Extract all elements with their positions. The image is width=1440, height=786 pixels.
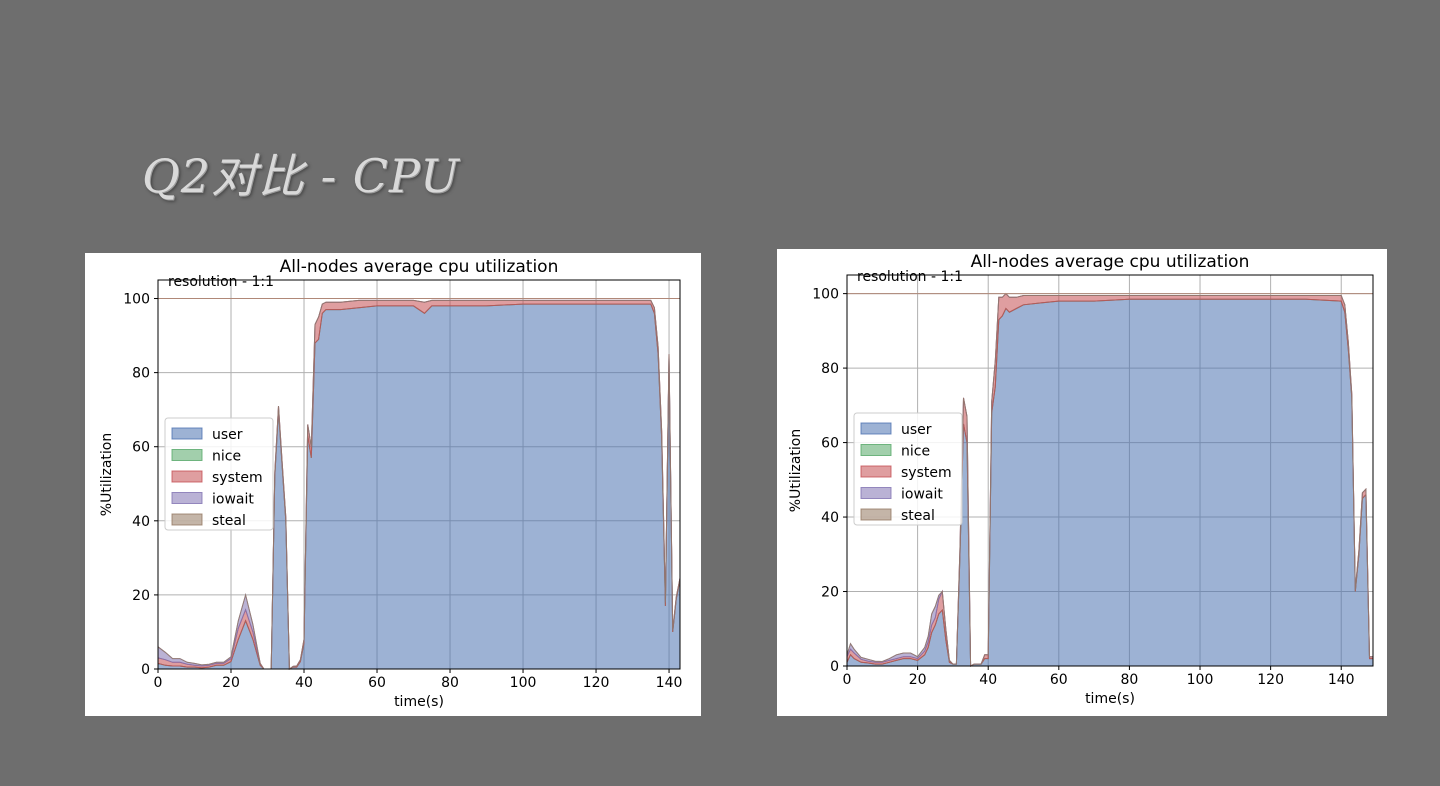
- legend-swatch-user: [860, 422, 892, 435]
- legend-swatch-nice: [171, 449, 203, 461]
- legend-swatch-system: [171, 470, 203, 483]
- plot-frame: [846, 274, 1374, 667]
- x-tick-label: 140: [656, 675, 683, 691]
- y-axis-label: %Utilization: [99, 433, 115, 516]
- chart-title: All-nodes average cpu utilization: [280, 257, 559, 277]
- legend-label-iowait: iowait: [901, 487, 943, 503]
- x-tick-label: 100: [510, 675, 537, 691]
- chart-title: All-nodes average cpu utilization: [971, 252, 1250, 272]
- y-axis-label: %Utilization: [788, 429, 804, 512]
- legend-label-user: user: [901, 422, 932, 438]
- x-tick-label: 120: [1257, 672, 1284, 688]
- y-tick-label: 20: [132, 588, 150, 604]
- y-tick-label: 0: [141, 662, 150, 678]
- x-tick-label: 80: [1121, 672, 1139, 688]
- y-tick-label: 80: [132, 366, 150, 382]
- legend-swatch-steal: [860, 508, 892, 521]
- legend-label-steal: steal: [901, 508, 935, 524]
- legend-swatch-system: [860, 465, 892, 478]
- legend-label-nice: nice: [901, 444, 930, 460]
- slide-title: Q2对比 - CPU: [142, 149, 460, 203]
- x-tick-label: 0: [154, 675, 163, 691]
- y-tick-label: 80: [821, 361, 839, 377]
- x-tick-label: 140: [1328, 672, 1355, 688]
- chart-svg-left: 0 20 40 60 80 100 120 140 0 20 40 60 80 100 All-nodes …: [99, 257, 683, 710]
- legend-swatch-iowait: [860, 487, 892, 499]
- x-tick-label: 60: [1050, 672, 1068, 688]
- legend-label-iowait: iowait: [212, 492, 254, 508]
- x-tick-label: 100: [1187, 672, 1214, 688]
- legend-swatch-user: [171, 427, 203, 440]
- y-tick-label: 40: [132, 514, 150, 530]
- x-tick-label: 20: [222, 675, 240, 691]
- cpu-chart-left: 0 20 40 60 80 100 120 140 0 20 40 60 80 100 All-nodes …: [85, 253, 701, 716]
- y-tick-label: 60: [132, 440, 150, 456]
- x-tick-label: 0: [843, 672, 852, 688]
- y-tick-label: 100: [123, 292, 150, 308]
- legend-swatch-steal: [171, 513, 203, 526]
- area-series-steal: [846, 292, 1373, 667]
- legend-label-user: user: [212, 427, 243, 443]
- x-tick-label: 20: [909, 672, 927, 688]
- chart-svg-right: 0 20 40 60 80 100 120 140 0 20 40 60 80 100 All-nodes …: [788, 252, 1374, 707]
- x-tick-label: 40: [979, 672, 997, 688]
- x-tick-label: 80: [441, 675, 459, 691]
- plot-frame: [157, 279, 681, 670]
- legend: user nice system iowait steal: [853, 412, 963, 526]
- x-tick-label: 120: [583, 675, 610, 691]
- legend-label-system: system: [212, 470, 263, 486]
- y-tick-label: 0: [830, 659, 839, 675]
- x-axis-label: time(s): [1085, 691, 1135, 707]
- cpu-chart-right: 0 20 40 60 80 100 120 140 0 20 40 60 80 100 All-nodes …: [777, 249, 1387, 716]
- legend-swatch-iowait: [171, 492, 203, 504]
- resolution-annotation: resolution - 1:1: [857, 269, 963, 285]
- y-tick-label: 40: [821, 510, 839, 526]
- x-axis-label: time(s): [394, 694, 444, 710]
- y-tick-label: 20: [821, 585, 839, 601]
- x-tick-label: 40: [295, 675, 313, 691]
- y-tick-label: 100: [812, 287, 839, 303]
- legend-label-steal: steal: [212, 513, 246, 529]
- y-tick-label: 60: [821, 436, 839, 452]
- legend: user nice system iowait steal: [164, 417, 274, 531]
- legend-label-nice: nice: [212, 449, 241, 465]
- legend-swatch-nice: [860, 444, 892, 456]
- resolution-annotation: resolution - 1:1: [168, 274, 274, 290]
- x-tick-label: 60: [368, 675, 386, 691]
- legend-label-system: system: [901, 465, 952, 481]
